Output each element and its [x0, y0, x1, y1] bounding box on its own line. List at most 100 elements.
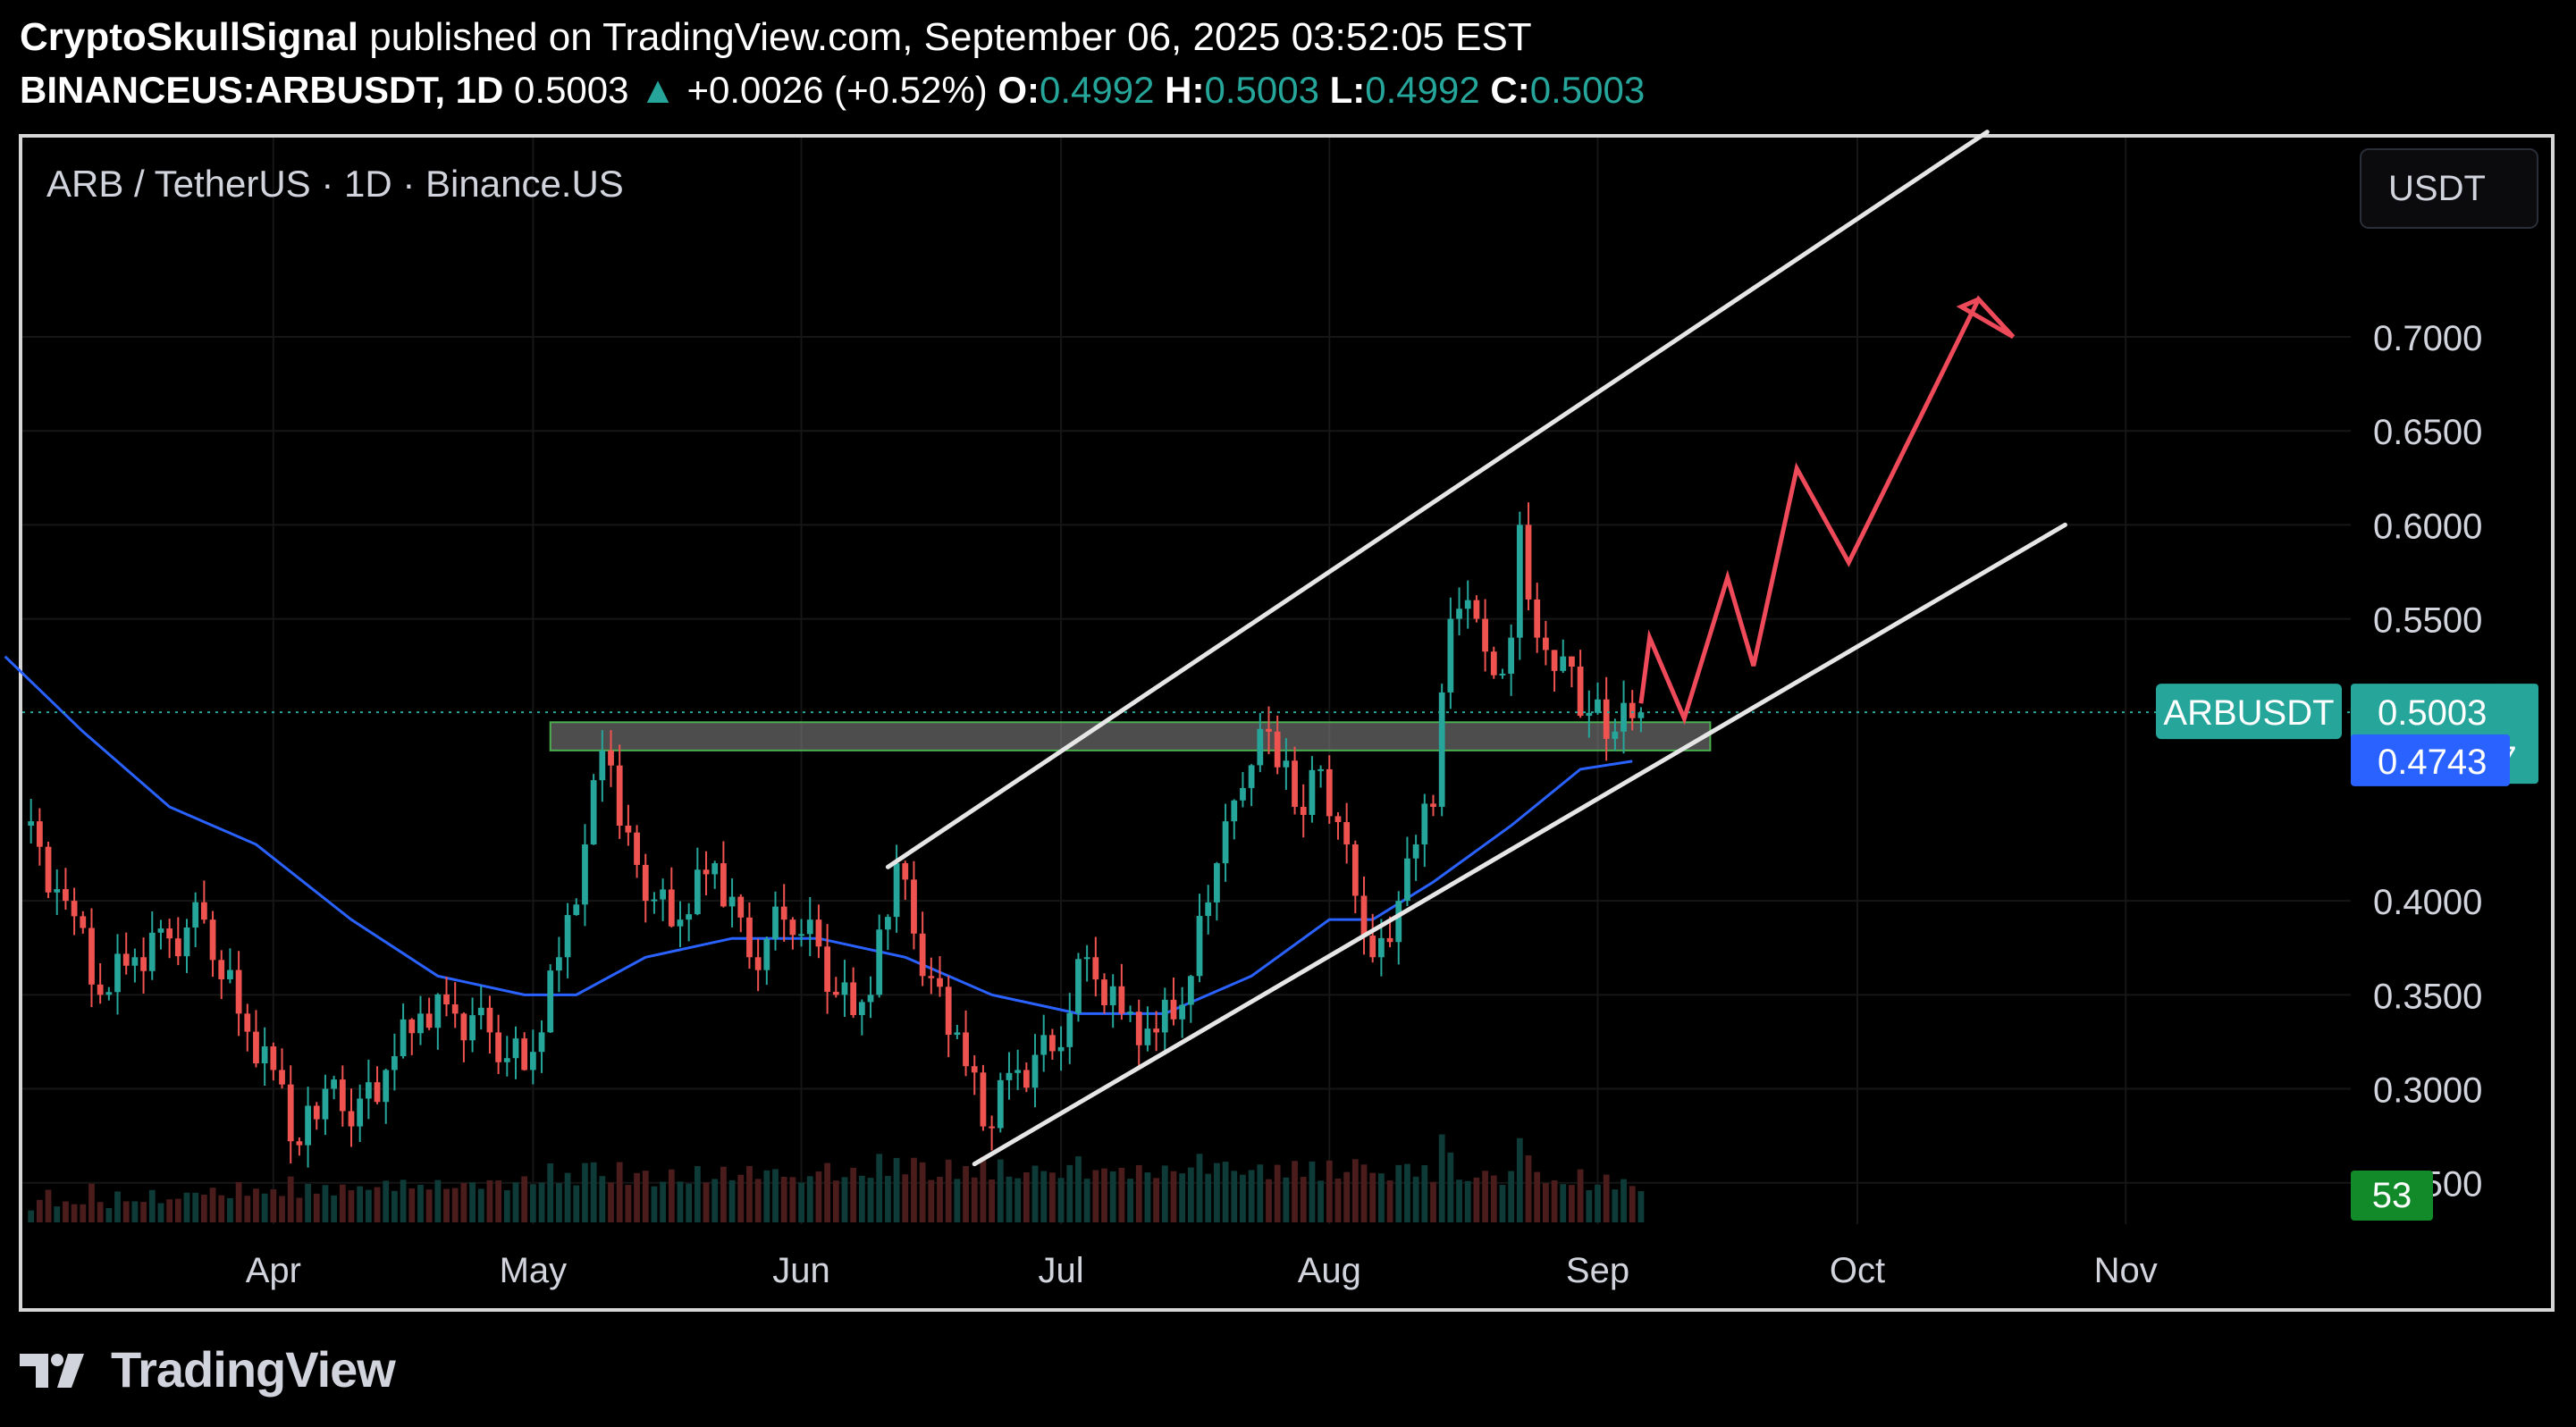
volume-bar	[1595, 1184, 1601, 1222]
volume-bar	[1257, 1164, 1264, 1222]
volume-bar	[469, 1182, 476, 1222]
volume-bar	[616, 1162, 623, 1222]
volume-bar	[521, 1176, 528, 1222]
candles	[28, 502, 1645, 1168]
volume-bar	[1516, 1137, 1523, 1222]
candle-body	[131, 957, 139, 966]
volume-bar	[850, 1167, 857, 1222]
ma-badge-text: 0.4743	[2378, 743, 2487, 782]
candle-body	[642, 864, 649, 902]
volume-bar	[660, 1181, 667, 1222]
volume-bar	[720, 1166, 727, 1222]
candle-body	[928, 976, 935, 978]
candle-body	[582, 844, 588, 905]
volume-bar	[443, 1188, 450, 1222]
candle-body	[538, 1032, 545, 1053]
volume-bar	[668, 1169, 675, 1222]
volume-bar	[625, 1185, 632, 1222]
candle-body	[919, 933, 926, 977]
candle-body	[1075, 959, 1082, 1013]
volume-bar	[867, 1178, 874, 1222]
candle-body	[183, 927, 190, 957]
candle-body	[1360, 895, 1368, 936]
candle-body	[737, 896, 745, 918]
chart-header: CryptoSkullSignal published on TradingVi…	[20, 11, 2558, 116]
candle-body	[728, 896, 736, 907]
volume-bar	[1577, 1169, 1584, 1222]
price-change: +0.0026 (+0.52%)	[686, 69, 988, 111]
volume-bar	[1109, 1171, 1116, 1222]
volume-bar	[642, 1171, 649, 1222]
volume-bar	[235, 1181, 242, 1222]
open-value: 0.4992	[1040, 69, 1155, 111]
symbol-badge	[2156, 684, 2342, 740]
volume-bar	[547, 1163, 554, 1222]
candle-body	[305, 1105, 311, 1146]
volume-bar	[893, 1157, 900, 1222]
candle-body	[841, 982, 848, 995]
candle-body	[1205, 902, 1212, 917]
candle-body	[374, 1082, 381, 1103]
volume-bar	[1292, 1161, 1298, 1222]
candle-body	[1040, 1035, 1048, 1055]
candle-body	[1240, 787, 1246, 801]
candle-body	[547, 970, 554, 1033]
volume-bar	[140, 1202, 147, 1222]
candle-body	[1231, 800, 1238, 822]
x-tick-label: Aug	[1298, 1251, 1361, 1290]
symbol-label[interactable]: BINANCEUS:ARBUSDT, 1D	[20, 69, 504, 111]
candle-body	[850, 982, 857, 1016]
author-name[interactable]: CryptoSkullSignal	[20, 15, 358, 59]
volume-bar	[131, 1201, 139, 1222]
candle-body	[668, 889, 675, 927]
volume-bar	[815, 1171, 822, 1222]
candle-body	[71, 901, 78, 917]
volume-bar	[174, 1198, 181, 1222]
candle-body	[1127, 1011, 1133, 1014]
candle-body	[1595, 699, 1601, 713]
volume-bar	[928, 1179, 935, 1222]
candle-body	[1603, 699, 1610, 739]
y-tick-label: 0.4000	[2373, 883, 2482, 922]
publish-info: published on TradingView.com, September …	[369, 15, 1532, 59]
change-arrow-icon: ▲	[639, 69, 677, 111]
volume-bar	[1499, 1185, 1506, 1222]
candle-body	[1464, 600, 1471, 609]
volume-bar	[495, 1180, 502, 1222]
volume-bar	[1560, 1184, 1567, 1222]
candle-body	[1292, 760, 1298, 807]
x-tick-label: Sep	[1566, 1251, 1629, 1290]
volume-bar	[971, 1177, 978, 1222]
candle-body	[1283, 760, 1290, 768]
candle-body	[495, 1032, 502, 1062]
candle-body	[1248, 765, 1255, 788]
currency-button[interactable]: USDT	[2360, 148, 2538, 229]
volume-bar	[911, 1157, 917, 1222]
volume-bar	[183, 1192, 190, 1222]
volume-bar	[97, 1202, 104, 1222]
candle-body	[1430, 803, 1436, 807]
candle-body	[391, 1056, 398, 1070]
volume-bar	[1612, 1189, 1619, 1222]
volume-bar	[1629, 1186, 1636, 1222]
volume-bar	[556, 1183, 562, 1222]
volume-bar	[885, 1176, 891, 1222]
volume-bar	[157, 1203, 164, 1222]
candle-body	[893, 863, 900, 918]
candle-body	[1170, 999, 1177, 1020]
candle-body	[625, 825, 632, 833]
candle-body	[1023, 1070, 1030, 1088]
candle-body	[1412, 844, 1419, 859]
volume-bar	[357, 1186, 364, 1222]
footer-brand[interactable]: TradingView	[18, 1340, 396, 1398]
candle-body	[754, 957, 762, 970]
moving-average-line	[4, 655, 1633, 1015]
volume-bar	[1586, 1189, 1593, 1222]
volume-bar	[989, 1179, 995, 1222]
volume-bar	[824, 1163, 831, 1222]
volume-bar	[1187, 1167, 1194, 1222]
candle-body	[80, 916, 87, 928]
volume-bar	[945, 1159, 952, 1222]
volume-bar	[919, 1162, 926, 1222]
